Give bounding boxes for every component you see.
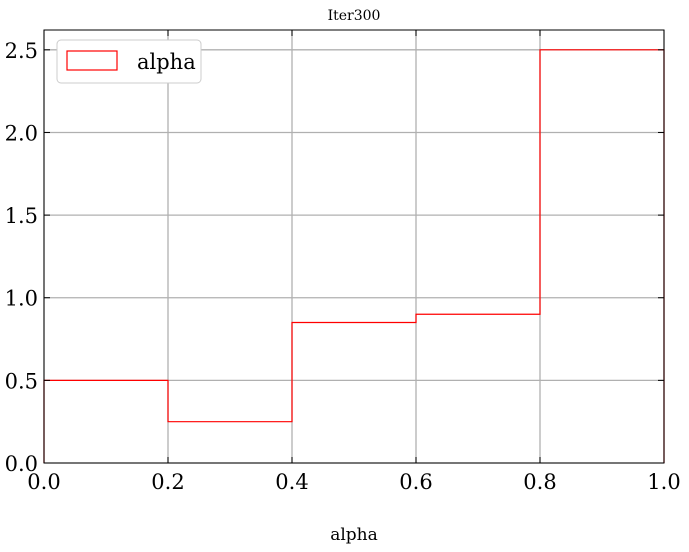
y-tick-label: 2.5 — [5, 39, 38, 63]
x-tick-label: 0.4 — [275, 470, 308, 494]
y-tick-label: 0.0 — [5, 452, 38, 476]
x-tick-label: 0.0 — [27, 470, 60, 494]
legend-swatch-alpha — [66, 50, 118, 71]
plot-frame — [43, 29, 665, 464]
x-tick-label: 0.8 — [523, 470, 556, 494]
y-tick-labels: 0.0 0.5 1.0 1.5 2.0 2.5 — [5, 39, 38, 476]
x-tick-label: 0.6 — [399, 470, 432, 494]
y-tick-label: 1.5 — [5, 204, 38, 228]
series-layer — [43, 49, 665, 463]
y-tick-label: 1.0 — [5, 287, 38, 311]
series-step-alpha — [43, 49, 665, 463]
y-tick-label: 2.0 — [5, 121, 38, 145]
x-tick-labels: 0.0 0.2 0.4 0.6 0.8 1.0 — [27, 470, 680, 494]
y-tick-label: 0.5 — [5, 369, 38, 393]
legend: alpha — [56, 39, 202, 84]
x-axis-label: alpha — [330, 525, 378, 545]
x-tick-label: 1.0 — [647, 470, 680, 494]
chart-title: Iter300 — [328, 8, 381, 24]
legend-label-alpha: alpha — [137, 50, 196, 74]
x-tick-label: 0.2 — [151, 470, 184, 494]
